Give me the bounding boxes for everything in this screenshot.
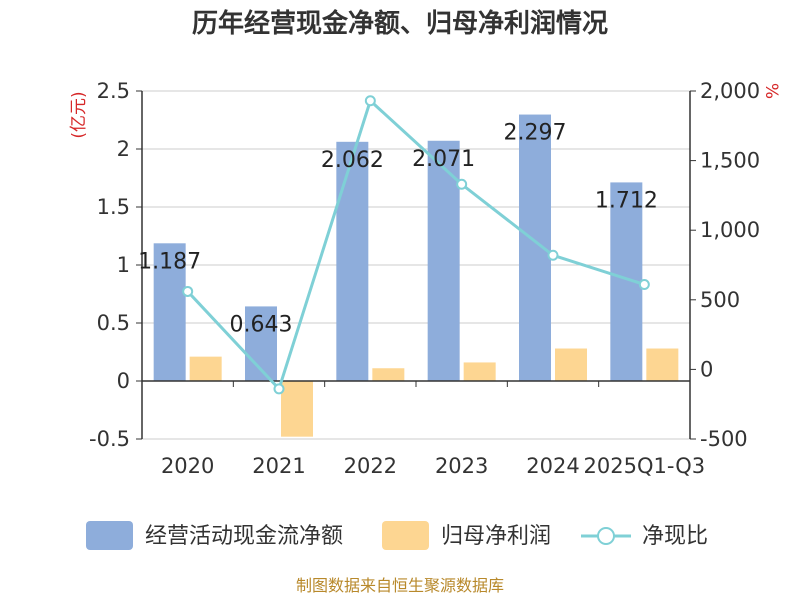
data-labels: 1.187 0.643 2.062 2.071 2.297 1.712	[138, 121, 658, 338]
legend: 经营活动现金流净额 归母净利润 净现比	[86, 521, 708, 550]
ratio-point	[273, 383, 285, 395]
cash-flow-data-label: 2.071	[412, 147, 475, 172]
source-note: 制图数据来自恒生聚源数据库	[296, 576, 504, 595]
right-tick-label: 500	[700, 288, 740, 312]
x-tick-label: 2021	[252, 454, 305, 478]
axes: -0.5 0 0.5 1 1.5 2 2.5 -500 0 500 1,000 1,500 2,000 2…	[69, 79, 781, 478]
right-axis-unit: %	[761, 83, 781, 99]
left-axis-unit: (亿元)	[69, 91, 89, 138]
cash-flow-bar	[427, 140, 460, 381]
cash-flow-bar	[519, 114, 551, 381]
ratio-point	[456, 178, 468, 190]
legend-label-cash-flow: 经营活动现金流净额	[145, 524, 343, 549]
x-tick-label: 2025Q1-Q3	[584, 454, 706, 478]
left-tick-label: 1.5	[97, 195, 130, 219]
ratio-line	[186, 98, 645, 392]
left-tick-label: -0.5	[89, 427, 130, 451]
net-profit-bar	[281, 381, 313, 437]
cash-flow-bar	[336, 141, 369, 381]
x-tick-label: 2022	[344, 454, 397, 478]
right-tick-label: -500	[700, 427, 748, 451]
legend-swatch-net-profit	[382, 521, 429, 550]
ratio-point	[182, 285, 194, 297]
chart-title: 历年经营现金净额、归母净利润情况	[192, 8, 608, 39]
legend-label-ratio: 净现比	[642, 524, 708, 549]
left-tick-label: 2.5	[97, 79, 130, 103]
x-tick-label: 2023	[435, 454, 488, 478]
cash-flow-data-label: 1.187	[138, 249, 201, 274]
cash-flow-data-label: 2.062	[321, 148, 384, 173]
net-profit-bar	[555, 348, 587, 381]
cash-flow-data-label: 1.712	[595, 188, 658, 213]
ratio-line-series	[182, 95, 650, 395]
x-tick-label: 2024	[526, 454, 579, 478]
cash-flow-bar	[153, 243, 186, 381]
right-tick-label: 1,500	[700, 149, 760, 173]
net-profit-bar	[189, 356, 222, 381]
ratio-point	[547, 249, 559, 261]
net-profit-bar	[463, 362, 496, 381]
right-tick-label: 1,000	[700, 218, 760, 242]
left-tick-label: 0.5	[97, 311, 130, 335]
left-tick-label: 1	[117, 253, 130, 277]
legend-label-net-profit: 归母净利润	[441, 524, 551, 549]
left-tick-label: 0	[117, 369, 130, 393]
cash-flow-data-label: 2.297	[504, 121, 567, 146]
cash-flow-data-label: 0.643	[230, 312, 293, 337]
left-tick-label: 2	[117, 137, 130, 161]
net-profit-bar	[646, 348, 679, 381]
legend-swatch-cash-flow	[86, 521, 133, 550]
right-tick-label: 2,000	[700, 79, 760, 103]
legend-swatch-ratio-point	[597, 527, 615, 545]
net-profit-bar	[372, 368, 405, 381]
right-tick-label: 0	[700, 357, 713, 381]
x-tick-label: 2020	[161, 454, 214, 478]
ratio-point	[364, 95, 376, 107]
ratio-point	[638, 278, 650, 290]
